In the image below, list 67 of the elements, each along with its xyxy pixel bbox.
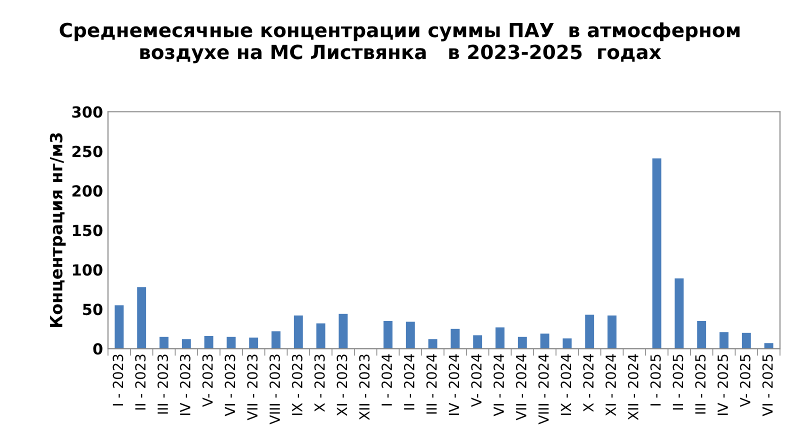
x-tick-label: VI - 2023 <box>224 354 236 416</box>
y-tick-label: 200 <box>72 185 102 197</box>
bar <box>204 336 214 349</box>
y-tick-label: 100 <box>72 264 102 276</box>
bar <box>272 331 280 349</box>
x-tick-label: IV - 2023 <box>180 354 190 415</box>
bar <box>338 314 348 349</box>
x-tick-label: XII - 2024 <box>628 354 638 420</box>
x-tick-label: X - 2024 <box>583 354 594 412</box>
x-tick-label: V- 2024 <box>471 354 482 407</box>
bar <box>473 335 482 349</box>
x-tick-label: V- 2025 <box>740 354 750 407</box>
bar <box>540 334 550 349</box>
bar <box>652 158 662 349</box>
bar <box>608 315 616 349</box>
x-tick-label: V- 2023 <box>202 354 213 407</box>
x-tick-label: II - 2023 <box>135 354 146 410</box>
bar <box>384 321 392 349</box>
x-tick-label: I - 2023 <box>112 354 124 406</box>
x-tick-label: III - 2024 <box>426 354 437 414</box>
bar <box>450 328 460 349</box>
bar <box>562 338 572 349</box>
x-tick-label: VII - 2023 <box>247 354 258 420</box>
x-tick-label: VII - 2024 <box>516 354 526 420</box>
bar <box>428 339 438 349</box>
y-tick-label: 50 <box>83 304 102 316</box>
bar <box>137 287 146 349</box>
x-tick-label: VIII - 2023 <box>270 354 280 424</box>
x-tick-label: XI - 2024 <box>606 354 616 416</box>
x-tick-label: VI - 2025 <box>762 354 773 416</box>
x-tick-label: III - 2023 <box>158 354 168 414</box>
bar <box>249 338 258 349</box>
x-tick-label: IX - 2024 <box>560 354 572 415</box>
x-tick-label: III - 2025 <box>695 354 706 414</box>
bar <box>720 332 728 349</box>
y-tick-label: 250 <box>72 146 102 158</box>
x-tick-label: VI - 2024 <box>494 354 504 416</box>
x-tick-label: I - 2025 <box>650 354 661 406</box>
bar <box>496 327 504 349</box>
y-tick-label: 150 <box>72 224 102 236</box>
bar <box>114 305 124 349</box>
bar <box>226 336 236 349</box>
bar <box>764 343 774 349</box>
x-tick-label: II - 2025 <box>672 354 684 410</box>
x-tick-label: XII - 2023 <box>359 354 370 420</box>
x-tick-label: IV - 2024 <box>448 354 460 415</box>
bar <box>182 339 191 349</box>
y-axis-title: Концентрация нг/м3 <box>50 133 66 328</box>
bar <box>674 278 684 349</box>
x-tick-label: IX - 2023 <box>292 354 302 415</box>
bar <box>518 336 527 349</box>
y-tick-label: 0 <box>93 343 102 355</box>
bar <box>406 322 415 349</box>
bar <box>742 332 751 349</box>
y-tick-label: 300 <box>72 106 102 118</box>
x-tick-label: II - 2024 <box>404 354 414 410</box>
x-tick-label: X - 2023 <box>314 354 325 412</box>
chart-title: Среднемесячные концентрации суммы ПАУ в атмосферном воздухе на МС Листвянка в 2023-2025 годах <box>60 22 740 64</box>
x-tick-label: IV - 2025 <box>718 354 728 415</box>
bar <box>697 321 706 349</box>
bar <box>160 336 168 349</box>
bar <box>294 315 303 349</box>
bar <box>585 314 594 349</box>
x-tick-label: I - 2024 <box>382 354 392 406</box>
bar <box>316 323 326 349</box>
x-tick-label: VIII - 2024 <box>538 354 549 424</box>
x-tick-label: XI - 2023 <box>336 354 348 416</box>
